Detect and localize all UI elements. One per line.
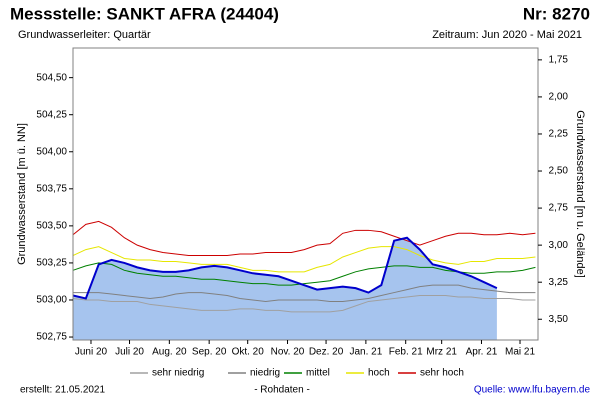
chart-title: Messstelle: SANKT AFRA (24404) — [10, 4, 279, 23]
x-tick-label: Dez. 20 — [309, 347, 344, 358]
x-tick-label: Mai 21 — [505, 347, 535, 358]
x-tick-label: Juni 20 — [75, 347, 108, 358]
y-axis-label: Grundwasserstand [m ü. NN] — [16, 123, 28, 265]
y2-tick-label: 3,50 — [549, 314, 569, 325]
y2-tick-label: 2,25 — [549, 129, 569, 140]
y-tick-label: 502,75 — [36, 332, 67, 343]
area — [73, 237, 497, 340]
y-tick-label: 503,75 — [36, 183, 67, 194]
legend-label: sehr niedrig — [152, 368, 204, 379]
y2-tick-label: 2,75 — [549, 203, 569, 214]
series-line — [72, 295, 536, 313]
legend-label: - Rohdaten - — [254, 385, 310, 396]
y2-axis-label: Grundwasserstand [m u. Gelände] — [574, 110, 586, 278]
y2-tick-label: 1,75 — [549, 54, 569, 65]
legend-label: niedrig — [250, 368, 280, 379]
y2-tick-label: 3,00 — [549, 240, 569, 251]
x-tick-label: Nov. 20 — [271, 347, 305, 358]
y-tick-label: 504,50 — [36, 72, 67, 83]
station-number: Nr: 8270 — [523, 4, 590, 23]
y2-tick-label: 3,25 — [549, 277, 569, 288]
y-tick-label: 503,50 — [36, 221, 67, 232]
source-link[interactable]: Quelle: www.lfu.bayern.de — [474, 385, 591, 396]
x-tick-label: Mrz 21 — [426, 347, 457, 358]
y-tick-label: 504,00 — [36, 146, 67, 157]
y2-tick-label: 2,00 — [549, 92, 569, 103]
x-tick-label: Juli 20 — [115, 347, 144, 358]
legend-label: sehr hoch — [420, 368, 464, 379]
x-tick-label: Aug. 20 — [152, 347, 187, 358]
x-tick-label: Sep. 20 — [192, 347, 227, 358]
series-line — [72, 246, 536, 273]
series-line — [73, 284, 536, 302]
y2-tick-label: 2,50 — [549, 166, 569, 177]
series-line — [72, 220, 536, 257]
y-tick-label: 504,25 — [36, 109, 67, 120]
y-tick-label: 503,25 — [36, 258, 67, 269]
y-tick-label: 503,00 — [36, 295, 67, 306]
subtitle: Grundwasserleiter: Quartär — [18, 29, 151, 41]
x-tick-label: Feb. 21 — [389, 347, 423, 358]
x-tick-label: Okt. 20 — [232, 347, 265, 358]
x-tick-label: Jan. 21 — [349, 347, 382, 358]
legend-label: hoch — [368, 368, 390, 379]
period: Zeitraum: Jun 2020 - Mai 2021 — [432, 29, 582, 41]
plot-frame — [72, 47, 539, 341]
created-date: erstellt: 21.05.2021 — [20, 385, 105, 396]
series-line — [72, 236, 498, 300]
x-tick-label: Apr. 21 — [466, 347, 498, 358]
legend-label: mittel — [306, 368, 330, 379]
